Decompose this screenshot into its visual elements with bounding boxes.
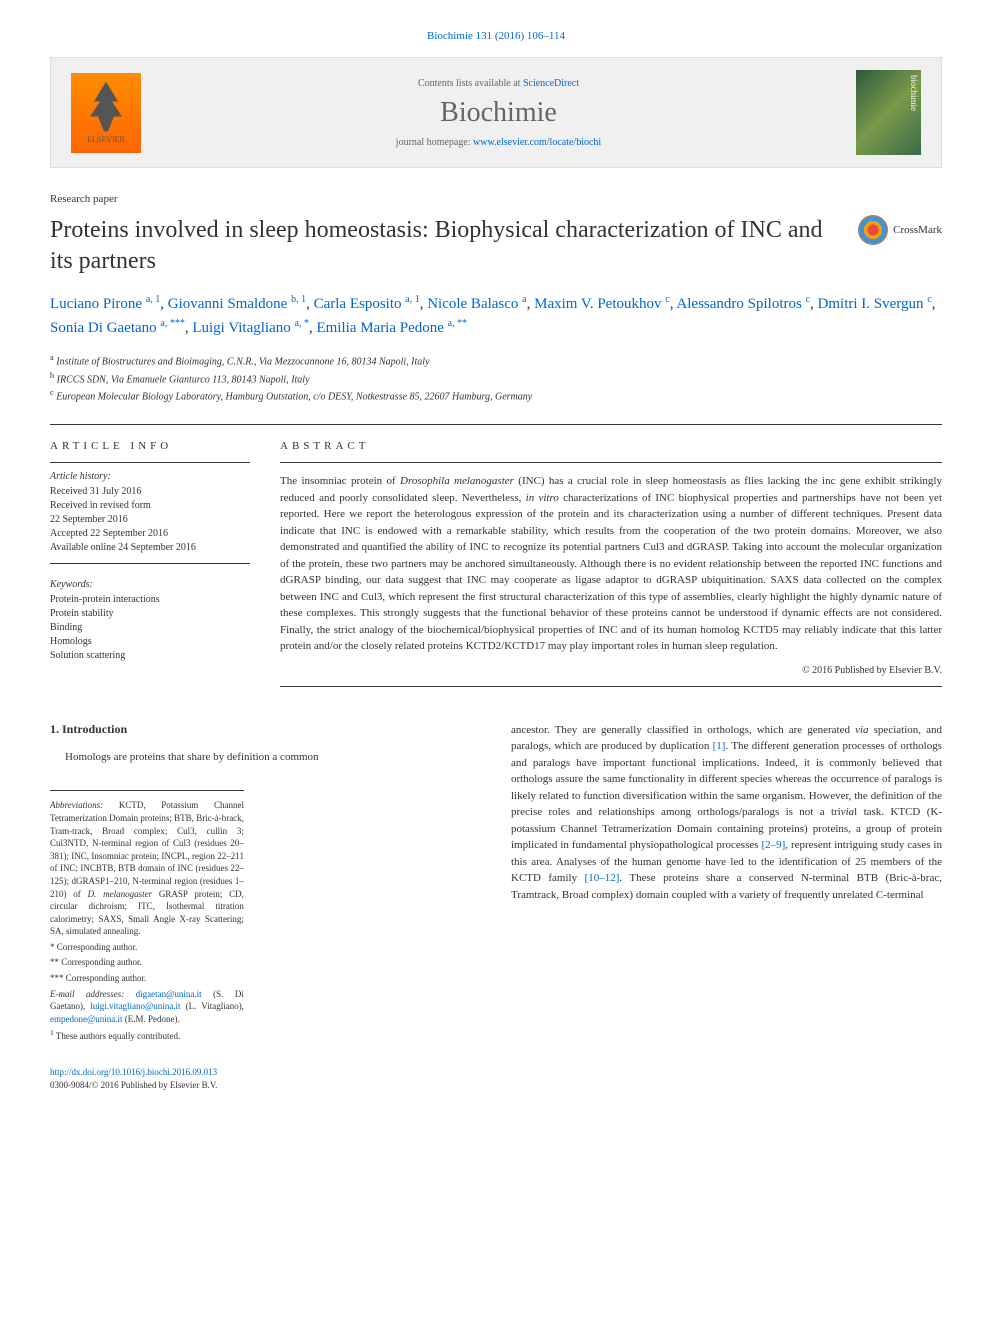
- abstract-divider: [280, 462, 942, 463]
- keyword: Solution scattering: [50, 649, 250, 663]
- history-item: Accepted 22 September 2016: [50, 527, 250, 541]
- email-link[interactable]: digaetan@unina.it: [136, 989, 202, 999]
- article-info-col: ARTICLE INFO Article history: Received 3…: [50, 440, 250, 687]
- author-link[interactable]: Sonia Di Gaetano: [50, 320, 157, 336]
- abbreviations: Abbreviations: KCTD, Potassium Channel T…: [50, 799, 244, 938]
- abstract-copyright: © 2016 Published by Elsevier B.V.: [280, 665, 942, 676]
- affiliations-list: a Institute of Biostructures and Bioimag…: [50, 352, 942, 404]
- keywords-label: Keywords:: [50, 579, 250, 590]
- doi-link[interactable]: http://dx.doi.org/10.1016/j.biochi.2016.…: [50, 1067, 217, 1077]
- author-link[interactable]: Alessandro Spilotros: [676, 296, 801, 312]
- info-divider-1: [50, 462, 250, 463]
- intro-para-1: Homologs are proteins that share by defi…: [50, 749, 481, 766]
- ref-link[interactable]: [10–12]: [585, 872, 620, 884]
- footnotes: Abbreviations: KCTD, Potassium Channel T…: [50, 790, 244, 1043]
- journal-header: ELSEVIER Contents lists available at Sci…: [50, 57, 942, 168]
- abstract-col: ABSTRACT The insomniac protein of Drosop…: [280, 440, 942, 687]
- author-link[interactable]: Luciano Pirone: [50, 296, 142, 312]
- abbrev-label: Abbreviations:: [50, 800, 103, 810]
- issn-copyright: 0300-9084/© 2016 Published by Elsevier B…: [50, 1080, 217, 1090]
- sciencedirect-link[interactable]: ScienceDirect: [523, 78, 579, 89]
- contents-line: Contents lists available at ScienceDirec…: [141, 78, 856, 89]
- keywords-list: Protein-protein interactionsProtein stab…: [50, 593, 250, 663]
- paper-type: Research paper: [50, 193, 942, 205]
- ref-link[interactable]: [2–9]: [761, 839, 785, 851]
- corr-1: * Corresponding author.: [50, 941, 244, 954]
- journal-cover: biochimie: [856, 70, 921, 155]
- abbrev-text: KCTD, Potassium Channel Tetramerization …: [50, 800, 244, 936]
- affiliation: c European Molecular Biology Laboratory,…: [50, 387, 942, 404]
- intro-heading: 1. Introduction: [50, 722, 481, 737]
- divider-top: [50, 424, 942, 425]
- info-abstract-row: ARTICLE INFO Article history: Received 3…: [50, 440, 942, 687]
- authors-list: Luciano Pirone a, 1, Giovanni Smaldone b…: [50, 292, 942, 340]
- author-link[interactable]: Emilia Maria Pedone: [316, 320, 443, 336]
- cover-text: biochimie: [909, 75, 919, 111]
- article-info-header: ARTICLE INFO: [50, 440, 250, 452]
- equal-text: These authors equally contributed.: [56, 1031, 180, 1041]
- corr-3: *** Corresponding author.: [50, 972, 244, 985]
- body-col-left: 1. Introduction Homologs are proteins th…: [50, 722, 481, 1046]
- ref-link[interactable]: [1]: [713, 740, 726, 752]
- keyword: Binding: [50, 621, 250, 635]
- abstract-divider-bottom: [280, 686, 942, 687]
- elsevier-tree-icon: [86, 82, 126, 132]
- journal-name: Biochimie: [141, 97, 856, 129]
- email-link[interactable]: luigi.vitagliano@unina.it: [90, 1001, 180, 1011]
- body-columns: 1. Introduction Homologs are proteins th…: [50, 722, 942, 1046]
- history-item: Available online 24 September 2016: [50, 541, 250, 555]
- emails: E-mail addresses: digaetan@unina.it (S. …: [50, 988, 244, 1026]
- page-footer: http://dx.doi.org/10.1016/j.biochi.2016.…: [50, 1066, 942, 1091]
- author-link[interactable]: Carla Esposito: [314, 296, 402, 312]
- author-link[interactable]: Maxim V. Petoukhov: [534, 296, 661, 312]
- crossmark-badge[interactable]: CrossMark: [858, 215, 942, 245]
- history-item: 22 September 2016: [50, 513, 250, 527]
- homepage-line: journal homepage: www.elsevier.com/locat…: [141, 137, 856, 148]
- crossmark-label: CrossMark: [893, 224, 942, 236]
- corr-2: ** Corresponding author.: [50, 956, 244, 969]
- header-center: Contents lists available at ScienceDirec…: [141, 78, 856, 148]
- history-item: Received 31 July 2016: [50, 485, 250, 499]
- contents-prefix: Contents lists available at: [418, 78, 523, 89]
- homepage-link[interactable]: www.elsevier.com/locate/biochi: [473, 137, 601, 148]
- article-title: Proteins involved in sleep homeostasis: …: [50, 215, 858, 277]
- publisher-name: ELSEVIER: [87, 135, 125, 144]
- elsevier-logo: ELSEVIER: [71, 73, 141, 153]
- body-col-right: ancestor. They are generally classified …: [511, 722, 942, 1046]
- title-row: Proteins involved in sleep homeostasis: …: [50, 215, 942, 277]
- keyword: Homologs: [50, 635, 250, 649]
- affiliation: b IRCCS SDN, Via Emanuele Gianturco 113,…: [50, 370, 942, 387]
- abstract-text: The insomniac protein of Drosophila mela…: [280, 473, 942, 655]
- history-item: Received in revised form: [50, 499, 250, 513]
- equal-contrib: 1 These authors equally contributed.: [50, 1028, 244, 1043]
- info-divider-2: [50, 563, 250, 564]
- abstract-header: ABSTRACT: [280, 440, 942, 452]
- keyword: Protein stability: [50, 607, 250, 621]
- history-label: Article history:: [50, 471, 250, 482]
- author-link[interactable]: Nicole Balasco: [427, 296, 518, 312]
- homepage-prefix: journal homepage:: [396, 137, 473, 148]
- author-link[interactable]: Luigi Vitagliano: [192, 320, 290, 336]
- history-list: Received 31 July 2016Received in revised…: [50, 485, 250, 555]
- email-link[interactable]: empedone@unina.it: [50, 1014, 123, 1024]
- keyword: Protein-protein interactions: [50, 593, 250, 607]
- crossmark-icon: [858, 215, 888, 245]
- author-link[interactable]: Dmitri I. Svergun: [818, 296, 924, 312]
- affiliation: a Institute of Biostructures and Bioimag…: [50, 352, 942, 369]
- intro-para-2: ancestor. They are generally classified …: [511, 722, 942, 904]
- author-link[interactable]: Giovanni Smaldone: [168, 296, 288, 312]
- citation: Biochimie 131 (2016) 106–114: [50, 30, 942, 42]
